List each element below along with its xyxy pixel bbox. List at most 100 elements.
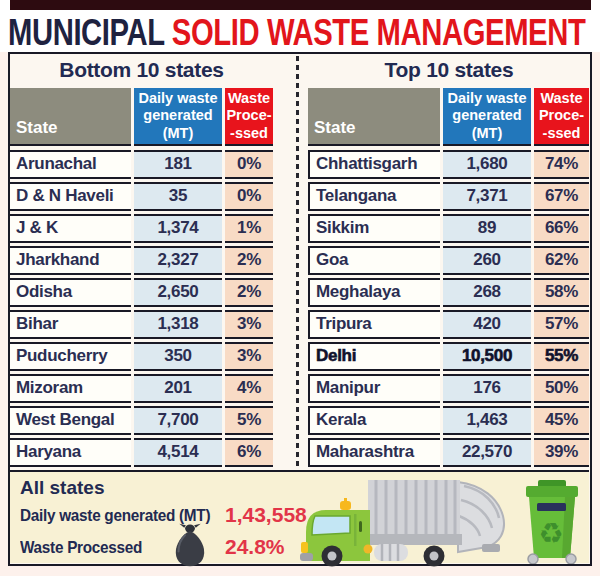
state-cell: Manipur — [308, 374, 440, 403]
top-10-table: Top 10 states State Daily waste generate… — [308, 54, 590, 470]
table-row: Jharkhand2,3272% — [10, 246, 273, 275]
processed-cell: 62% — [534, 246, 589, 275]
processed-cell: 0% — [225, 182, 273, 211]
table-row: Goa26062% — [308, 246, 590, 275]
state-cell: D & N Haveli — [10, 182, 131, 211]
waste-processed-column-header: Waste Proce- -ssed — [225, 88, 273, 146]
processed-cell: 2% — [225, 246, 273, 275]
table-row: Haryana4,5146% — [10, 438, 273, 467]
state-cell: Meghalaya — [308, 278, 440, 307]
top-10-header-row: State Daily waste generated (MT) Waste P… — [308, 88, 590, 146]
daily-waste-cell: 420 — [443, 310, 531, 339]
state-cell: Delhi — [308, 342, 440, 371]
daily-waste-cell: 1,318 — [134, 310, 222, 339]
processed-cell: 50% — [534, 374, 589, 403]
state-cell: Arunachal — [10, 150, 131, 179]
title-prefix: MUNICIPAL — [8, 12, 172, 53]
daily-waste-column-header: Daily waste generated (MT) — [134, 88, 222, 146]
footer-value: 24.8% — [225, 535, 285, 559]
title-highlight: SOLID WASTE MANAGEMENT — [172, 12, 586, 53]
table-row: Manipur17650% — [308, 374, 590, 403]
table-row: Telangana7,37167% — [308, 182, 590, 211]
daily-waste-cell: 89 — [443, 214, 531, 243]
state-cell: Maharashtra — [308, 438, 440, 467]
top-10-heading: Top 10 states — [308, 54, 590, 88]
state-cell: Tripura — [308, 310, 440, 339]
processed-cell: 3% — [225, 342, 273, 371]
processed-cell: 74% — [534, 150, 589, 179]
state-cell: Puducherry — [10, 342, 131, 371]
processed-cell: 55% — [534, 342, 589, 371]
table-row: Meghalaya26858% — [308, 278, 590, 307]
dashed-divider — [296, 56, 299, 468]
processed-cell: 58% — [534, 278, 589, 307]
state-cell: Haryana — [10, 438, 131, 467]
table-row: West Bengal7,7005% — [10, 406, 273, 435]
table-row: Mizoram2014% — [10, 374, 273, 403]
processed-cell: 67% — [534, 182, 589, 211]
processed-cell: 45% — [534, 406, 589, 435]
table-row: Delhi10,50055% — [308, 342, 590, 371]
daily-waste-cell: 7,700 — [134, 406, 222, 435]
daily-waste-cell: 1,463 — [443, 406, 531, 435]
state-cell: Goa — [308, 246, 440, 275]
daily-waste-cell: 2,327 — [134, 246, 222, 275]
state-cell: Mizoram — [10, 374, 131, 403]
garbage-truck-icon — [298, 474, 512, 567]
page-title: MUNICIPAL SOLID WASTE MANAGEMENT — [8, 12, 600, 54]
recycle-bin-icon: ♻ — [522, 480, 582, 564]
daily-waste-cell: 4,514 — [134, 438, 222, 467]
state-cell: Bihar — [10, 310, 131, 339]
processed-cell: 6% — [225, 438, 273, 467]
state-column-header: State — [308, 88, 440, 146]
processed-cell: 66% — [534, 214, 589, 243]
processed-cell: 1% — [225, 214, 273, 243]
infographic-card: Bottom 10 states State Daily waste gener… — [8, 52, 592, 566]
table-row: Maharashtra22,57039% — [308, 438, 590, 467]
processed-cell: 0% — [225, 150, 273, 179]
table-row: Chhattisgarh1,68074% — [308, 150, 590, 179]
daily-waste-cell: 181 — [134, 150, 222, 179]
daily-waste-cell: 1,680 — [443, 150, 531, 179]
table-row: D & N Haveli350% — [10, 182, 273, 211]
top-10-rows: Chhattisgarh1,68074% Telangana7,37167% Sik… — [308, 150, 590, 467]
daily-waste-cell: 35 — [134, 182, 222, 211]
bottom-10-table: Bottom 10 states State Daily waste gener… — [10, 54, 273, 470]
daily-waste-cell: 1,374 — [134, 214, 222, 243]
daily-waste-cell: 10,500 — [443, 342, 531, 371]
daily-waste-cell: 7,371 — [443, 182, 531, 211]
table-row: Tripura42057% — [308, 310, 590, 339]
daily-waste-cell: 176 — [443, 374, 531, 403]
daily-waste-cell: 201 — [134, 374, 222, 403]
svg-text:♻: ♻ — [538, 517, 563, 550]
table-row: Bihar1,3183% — [10, 310, 273, 339]
table-row: Kerala1,46345% — [308, 406, 590, 435]
processed-cell: 2% — [225, 278, 273, 307]
state-cell: Kerala — [308, 406, 440, 435]
processed-cell: 3% — [225, 310, 273, 339]
processed-cell: 57% — [534, 310, 589, 339]
footer-label: Waste Processed — [20, 538, 142, 558]
processed-cell: 5% — [225, 406, 273, 435]
state-cell: J & K — [10, 214, 131, 243]
table-row: Arunachal1810% — [10, 150, 273, 179]
table-row: Odisha2,6502% — [10, 278, 273, 307]
masthead-bar — [10, 0, 591, 10]
table-row: Sikkim8966% — [308, 214, 590, 243]
state-cell: Telangana — [308, 182, 440, 211]
processed-cell: 4% — [225, 374, 273, 403]
daily-waste-cell: 350 — [134, 342, 222, 371]
state-cell: Odisha — [10, 278, 131, 307]
state-cell: Jharkhand — [10, 246, 131, 275]
daily-waste-cell: 2,650 — [134, 278, 222, 307]
bottom-10-header-row: State Daily waste generated (MT) Waste P… — [10, 88, 273, 146]
table-row: J & K1,3741% — [10, 214, 273, 243]
daily-waste-column-header: Daily waste generated (MT) — [443, 88, 531, 146]
processed-cell: 39% — [534, 438, 589, 467]
bottom-10-rows: Arunachal1810%D & N Haveli350%J & K1,374… — [10, 150, 273, 467]
all-states-footer: All states Daily waste generated (MT) 1,… — [10, 470, 589, 563]
state-cell: Sikkim — [308, 214, 440, 243]
state-cell: Chhattisgarh — [308, 150, 440, 179]
footer-heading: All states — [20, 477, 104, 499]
bottom-10-heading: Bottom 10 states — [10, 54, 273, 88]
